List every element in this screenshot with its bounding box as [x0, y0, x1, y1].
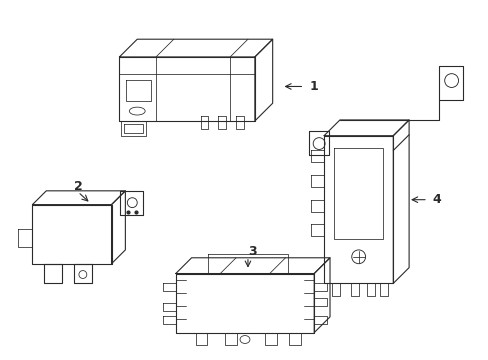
Text: 2: 2 — [74, 180, 82, 193]
Text: 1: 1 — [308, 80, 317, 93]
Text: 4: 4 — [432, 193, 441, 206]
Text: 3: 3 — [247, 246, 256, 258]
